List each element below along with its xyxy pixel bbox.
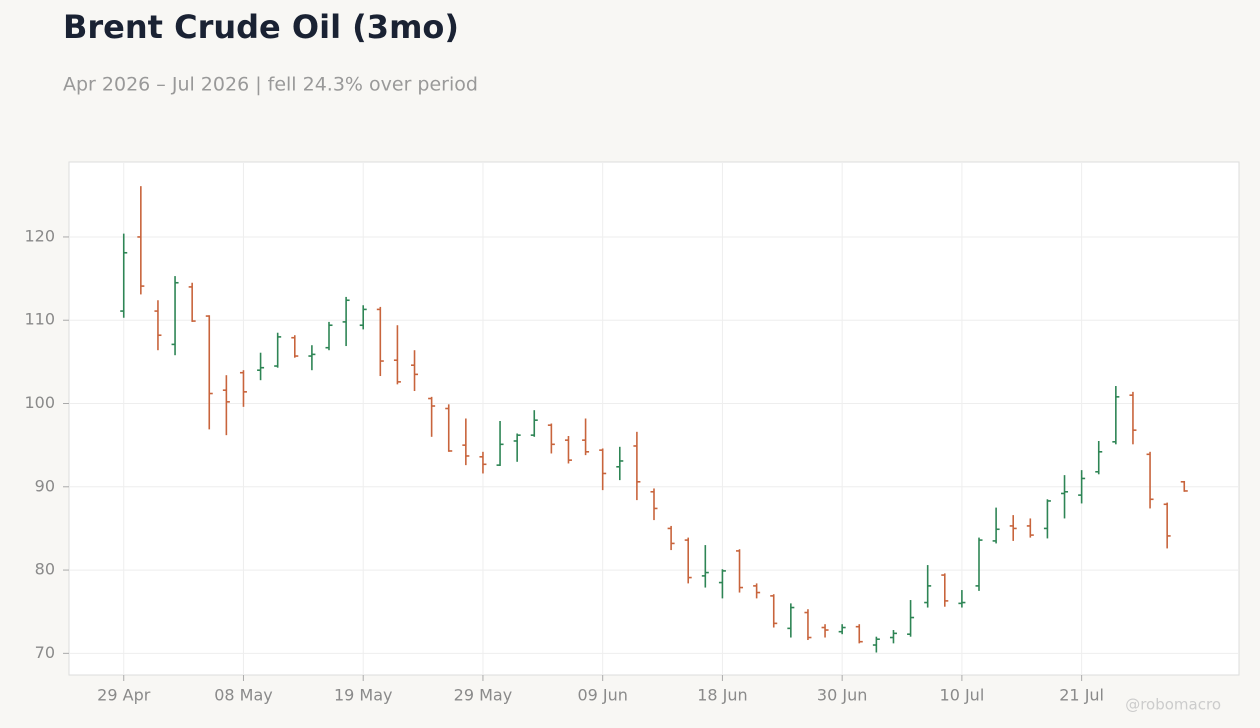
x-tick-label: 10 Jul [940,686,985,705]
x-tick-label: 30 Jun [817,686,867,705]
x-tick-label: 18 Jun [697,686,747,705]
x-tick-label: 21 Jul [1059,686,1104,705]
plot-area [68,161,1240,676]
x-tick-label: 08 May [214,686,273,705]
watermark: @robomacro [1125,696,1221,714]
y-tick-label: 70 [35,643,55,662]
chart-subtitle: Apr 2026 – Jul 2026 | fell 24.3% over pe… [63,74,478,96]
y-tick-label: 120 [24,226,55,245]
y-tick-label: 80 [35,560,55,579]
y-tick-label: 90 [35,476,55,495]
x-tick-label: 19 May [334,686,393,705]
x-tick-label: 29 Apr [97,686,151,705]
y-tick-label: 110 [24,310,55,329]
chart-title: Brent Crude Oil (3mo) [63,8,459,46]
y-tick-label: 100 [24,393,55,412]
x-tick-label: 09 Jun [577,686,627,705]
x-tick-label: 29 May [454,686,513,705]
